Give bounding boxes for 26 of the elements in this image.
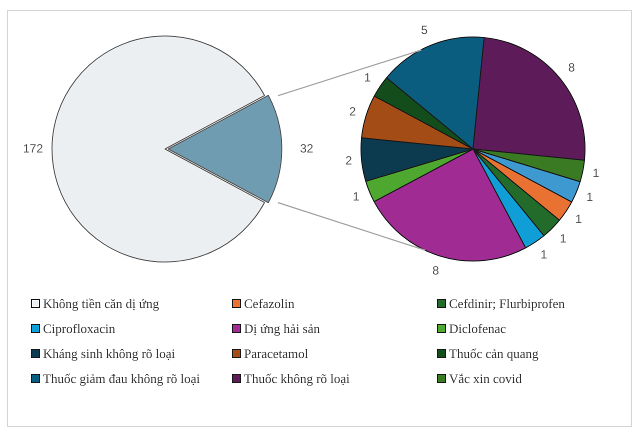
data-label: 32 bbox=[300, 141, 314, 156]
legend-label: Thuốc cản quang bbox=[449, 346, 539, 362]
data-label: 2 bbox=[349, 104, 356, 119]
legend-label: Thuốc giảm đau không rõ loại bbox=[43, 370, 200, 386]
data-label: 8 bbox=[568, 60, 576, 75]
legend-label: Paracetamol bbox=[244, 346, 308, 362]
data-label: 1 bbox=[364, 70, 372, 84]
data-label: 5 bbox=[420, 23, 428, 38]
legend-label: Diclofenac bbox=[449, 320, 506, 336]
legend-label: Cefdinir; Flurbiprofen bbox=[449, 296, 565, 312]
legend-label: Không tiền căn dị ứng bbox=[43, 296, 160, 312]
data-label: 1 bbox=[575, 212, 582, 226]
data-label: 1 bbox=[586, 190, 594, 204]
data-label: 8 bbox=[432, 263, 440, 278]
legend-label: Ciprofloxacin bbox=[43, 320, 116, 336]
legend-label: Dị ứng hải sản bbox=[244, 320, 320, 336]
legend-label: Cefazolin bbox=[244, 296, 295, 312]
data-label: 172 bbox=[22, 141, 44, 156]
data-label: 2 bbox=[345, 153, 352, 168]
data-label: 1 bbox=[352, 189, 360, 204]
legend-label: Kháng sinh không rõ loại bbox=[43, 346, 176, 362]
legend-label: Thuốc không rõ loại bbox=[244, 370, 350, 386]
data-label: 1 bbox=[592, 166, 600, 180]
data-label: 1 bbox=[560, 232, 567, 246]
legend-label: Vắc xin covid bbox=[449, 370, 522, 386]
data-label: 1 bbox=[540, 248, 548, 262]
